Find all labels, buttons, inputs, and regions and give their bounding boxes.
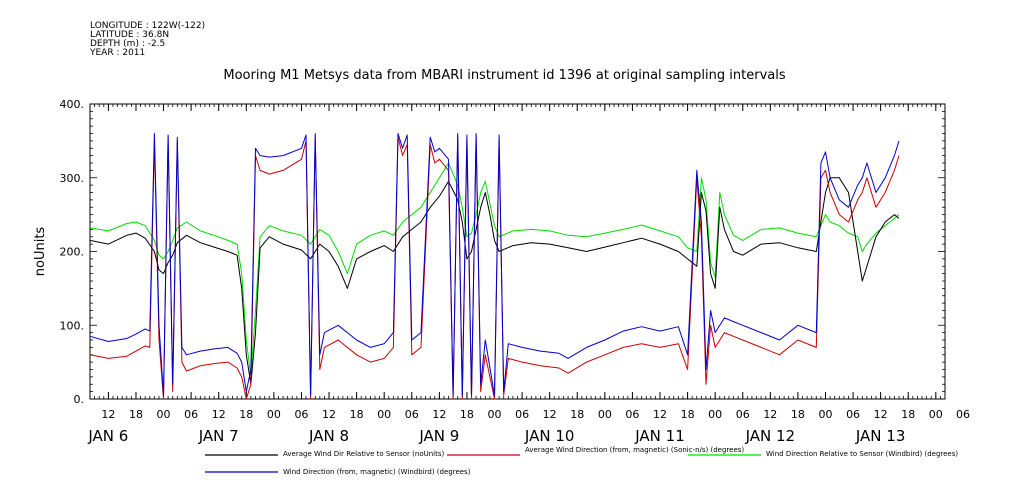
x-day-label: JAN 12 [745,427,796,445]
x-tick-label: 00 [267,408,281,421]
y-tick-label: 400. [60,98,85,111]
y-axis-label: noUnits [33,227,48,277]
x-tick-label: 00 [708,408,722,421]
legend-label-series-3: Wind Direction (from, magnetic) (Windbir… [283,468,471,476]
depth-label: DEPTH (m) : -2.5 [90,39,166,49]
series-line-3 [89,133,900,396]
y-tick-label: 0. [74,393,85,406]
legend-label-series-2: Wind Direction Relative to Sensor (Windb… [766,450,959,458]
x-tick-label: 12 [432,408,446,421]
x-tick-label: 18 [350,408,364,421]
x-tick-label: 06 [625,408,639,421]
x-tick-label: 12 [212,408,226,421]
x-tick-label: 12 [874,408,888,421]
x-tick-label: 18 [460,408,474,421]
legend-label-series-1: Average Wind Direction (from, magnetic) … [525,446,745,454]
x-tick-label: 00 [929,408,943,421]
x-tick-label: 18 [239,408,253,421]
latitude-label: LATITUDE : 36.8N [90,30,170,40]
x-tick-label: 06 [736,408,750,421]
x-tick-label: 18 [681,408,695,421]
x-tick-label: 06 [405,408,419,421]
series-line-1 [89,136,900,400]
y-tick-label: 300. [60,172,85,185]
x-tick-label: 06 [184,408,198,421]
x-tick-label: 12 [101,408,115,421]
series-line-2 [89,162,900,378]
x-tick-label: 18 [901,408,915,421]
x-tick-label: 00 [488,408,502,421]
x-day-label: JAN 7 [198,427,239,445]
x-tick-label: 00 [377,408,391,421]
x-tick-label: 06 [515,408,529,421]
x-day-label: JAN 8 [308,427,349,445]
x-tick-label: 12 [322,408,336,421]
x-tick-label: 00 [598,408,612,421]
x-tick-label: 18 [791,408,805,421]
x-tick-label: 00 [818,408,832,421]
year-label: YEAR : 2011 [90,48,146,58]
legend-label-series-0: Average Wind Dir Relative to Sensor (noU… [283,450,445,458]
x-tick-label: 12 [543,408,557,421]
x-tick-label: 18 [570,408,584,421]
x-day-label: JAN 9 [418,427,459,445]
x-tick-label: 06 [846,408,860,421]
x-tick-label: 00 [157,408,171,421]
x-tick-label: 12 [763,408,777,421]
y-tick-label: 200. [60,246,85,259]
x-day-label: JAN 10 [524,427,575,445]
x-tick-label: 18 [129,408,143,421]
x-day-label: JAN 11 [634,427,685,445]
x-tick-label: 06 [294,408,308,421]
longitude-label: LONGITUDE : 122W(-122) [90,21,206,31]
x-day-label: JAN 13 [855,427,906,445]
y-tick-label: 100. [60,319,85,332]
x-tick-label: 12 [653,408,667,421]
x-day-label: JAN 6 [87,427,128,445]
series-line-0 [89,177,900,385]
x-tick-label: 06 [956,408,970,421]
chart-title: Mooring M1 Metsys data from MBARI instru… [223,68,786,83]
